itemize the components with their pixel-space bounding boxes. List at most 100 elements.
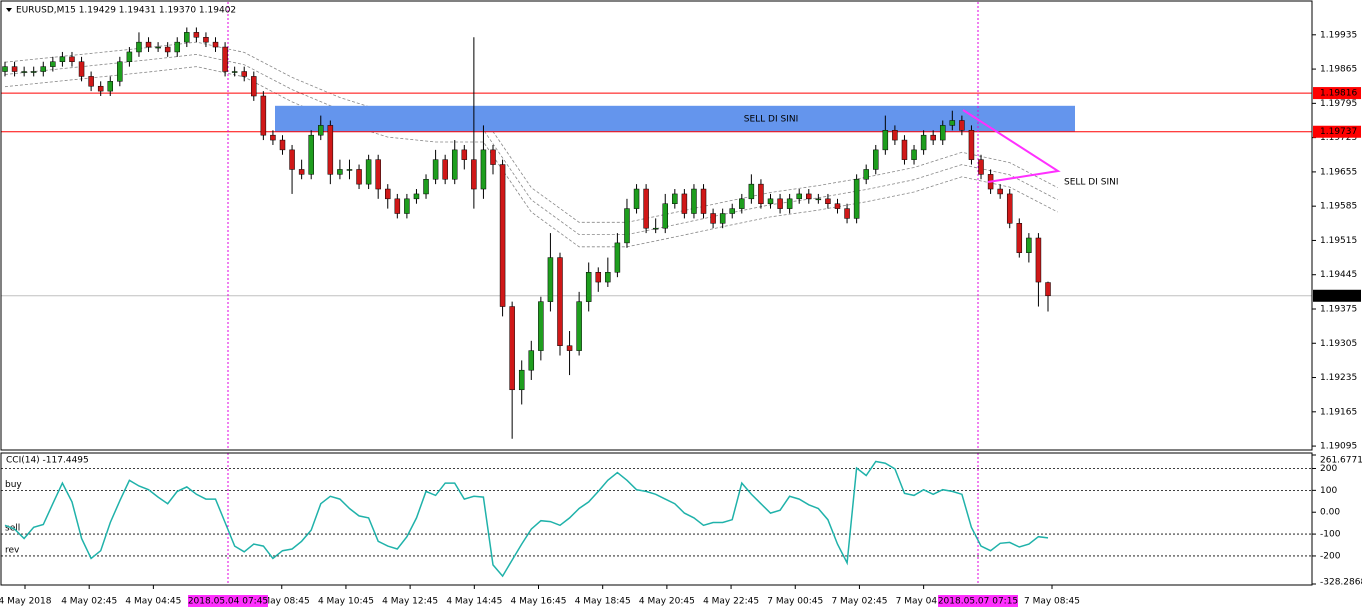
candle-body — [767, 198, 774, 204]
candle-body — [576, 301, 582, 351]
y-tick-label: 1.19795 — [1320, 99, 1357, 109]
cci-tick-label: 0.00 — [1320, 508, 1340, 518]
candle-body — [480, 149, 487, 190]
price-label: 1.19737 — [1320, 127, 1357, 137]
candle-body — [413, 193, 420, 200]
candle-body — [595, 272, 602, 283]
candle-body — [681, 193, 688, 214]
candle-body — [652, 227, 659, 230]
candle-body — [279, 139, 286, 151]
candle-body — [117, 61, 123, 82]
y-tick-label: 1.19095 — [1320, 442, 1357, 452]
marker-label-box — [938, 595, 1018, 607]
candle-body — [834, 203, 841, 209]
symbol-header: EURUSD,M15 1.19429 1.19431 1.19370 1.194… — [16, 6, 236, 16]
candle-body — [547, 257, 554, 302]
candle-body — [499, 164, 506, 307]
cci-tick-label: 261.6771 — [1320, 456, 1362, 466]
candle-body — [432, 159, 439, 180]
candle-body — [863, 169, 869, 180]
candle-body — [155, 46, 161, 49]
cci-tick-label: -328.2868 — [1320, 578, 1362, 588]
candle-body — [978, 159, 984, 175]
candle-body — [633, 188, 640, 209]
candle-body — [461, 149, 468, 160]
candle-body — [231, 71, 238, 73]
level-label: buy — [5, 480, 22, 490]
candle-body — [318, 125, 324, 136]
candle-body — [270, 134, 276, 141]
candle-body — [892, 130, 898, 141]
candle-body — [88, 76, 94, 87]
candle-body — [184, 32, 190, 43]
candle-body — [748, 183, 755, 200]
candle-body — [710, 213, 716, 224]
candle-body — [107, 81, 114, 92]
candle-body — [968, 130, 975, 160]
candle-body — [786, 198, 793, 209]
price-label-box — [1313, 125, 1361, 138]
candle-body — [796, 193, 802, 200]
candle-body — [203, 37, 209, 43]
candle-body — [930, 134, 936, 141]
y-tick-label: 1.19445 — [1320, 270, 1357, 280]
candle-body — [365, 159, 372, 185]
price-panel: SELL DI SINI SELL DI SINI — [1, 2, 1312, 450]
candle-body — [624, 208, 630, 244]
candle-body — [50, 61, 56, 67]
band-line — [4, 53, 1058, 236]
candle-body — [528, 350, 535, 371]
candle-body — [423, 178, 429, 195]
candle-body — [222, 46, 228, 72]
x-tick-label: 4 May 2018 — [0, 597, 52, 607]
candle-body — [193, 32, 200, 38]
candle-body — [806, 193, 812, 200]
candle-body — [1045, 282, 1051, 297]
candle-body — [30, 71, 37, 73]
x-tick-label: 4 May 04:45 — [125, 597, 181, 607]
candle-body — [882, 130, 889, 151]
candle-body — [777, 198, 783, 209]
candle-body — [997, 188, 1003, 195]
candle-body — [174, 41, 180, 53]
cci-frame — [0, 452, 1313, 586]
candle-body — [451, 149, 458, 180]
candle-body — [404, 198, 410, 214]
x-tick-label: 4 May 20:45 — [639, 597, 695, 607]
candle-body — [2, 66, 8, 72]
candle-body — [1006, 193, 1013, 224]
cci-line — [4, 460, 1049, 578]
candle-body — [700, 188, 707, 214]
x-tick-label: 7 May 04:45 — [896, 597, 952, 607]
candle-body — [643, 188, 649, 229]
candle-body — [337, 169, 343, 175]
candle-body — [662, 203, 668, 229]
candle-body — [21, 71, 27, 73]
cci-tick-label: 200 — [1320, 464, 1337, 474]
candle-body — [911, 149, 917, 160]
candle-body — [920, 134, 927, 151]
candle-body — [672, 193, 678, 204]
cci-header: CCI(14) -117.4495 — [6, 456, 89, 466]
band-line — [4, 41, 1058, 223]
menu-arrow — [6, 8, 12, 12]
candle-body — [873, 149, 879, 170]
candle-body — [356, 169, 362, 185]
candle-body — [557, 257, 563, 346]
candle-body — [691, 188, 697, 214]
candle-body — [241, 71, 247, 77]
cci-tick-label: 100 — [1320, 486, 1337, 496]
candle-body — [758, 183, 764, 204]
x-tick-label: 7 May 02:45 — [831, 597, 887, 607]
x-tick-label: 4 May 18:45 — [575, 597, 631, 607]
annotation-label: SELL DI SINI — [1064, 178, 1119, 188]
candle-body — [844, 208, 850, 219]
marker-label-box — [188, 595, 268, 607]
x-tick-label: 4 May 22:45 — [703, 597, 759, 607]
price-label-box — [1313, 289, 1361, 302]
candle-body — [825, 198, 831, 204]
candle-body — [298, 169, 305, 175]
candle-body — [126, 51, 133, 62]
candle-body — [509, 306, 515, 391]
